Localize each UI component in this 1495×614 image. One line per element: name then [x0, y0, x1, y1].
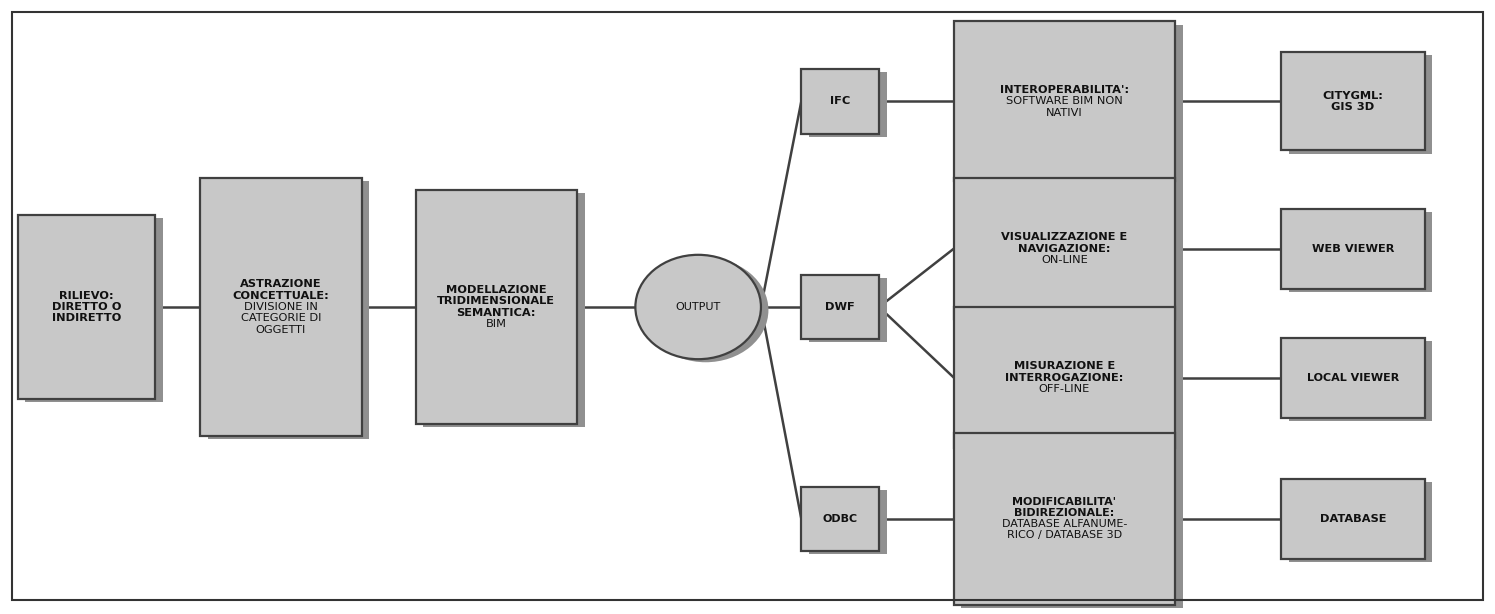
Text: INDIRETTO: INDIRETTO	[52, 313, 121, 324]
Text: SEMANTICA:: SEMANTICA:	[456, 308, 537, 317]
Text: CONCETTUALE:: CONCETTUALE:	[233, 290, 329, 301]
Text: WEB VIEWER: WEB VIEWER	[1311, 244, 1395, 254]
Ellipse shape	[635, 255, 761, 359]
FancyBboxPatch shape	[423, 193, 585, 427]
FancyBboxPatch shape	[954, 178, 1175, 319]
Text: CITYGML:: CITYGML:	[1323, 91, 1383, 101]
FancyBboxPatch shape	[208, 181, 369, 439]
FancyBboxPatch shape	[25, 218, 163, 402]
Text: IFC: IFC	[830, 96, 851, 106]
Text: DWF: DWF	[825, 302, 855, 312]
Text: DATABASE: DATABASE	[1320, 514, 1386, 524]
FancyBboxPatch shape	[1289, 55, 1432, 154]
FancyBboxPatch shape	[200, 178, 362, 436]
FancyBboxPatch shape	[1281, 209, 1425, 289]
Text: RICO / DATABASE 3D: RICO / DATABASE 3D	[1006, 530, 1123, 540]
Text: TRIDIMENSIONALE: TRIDIMENSIONALE	[438, 297, 555, 306]
Text: VISUALIZZAZIONE E: VISUALIZZAZIONE E	[1002, 232, 1127, 243]
Text: ON-LINE: ON-LINE	[1041, 255, 1088, 265]
FancyBboxPatch shape	[809, 72, 887, 137]
Text: BIM: BIM	[486, 319, 507, 329]
FancyBboxPatch shape	[801, 486, 879, 551]
Text: NATIVI: NATIVI	[1046, 107, 1082, 118]
FancyBboxPatch shape	[961, 310, 1183, 451]
FancyBboxPatch shape	[1289, 482, 1432, 562]
FancyBboxPatch shape	[416, 190, 577, 424]
Text: NAVIGAZIONE:: NAVIGAZIONE:	[1018, 244, 1111, 254]
Text: INTEROPERABILITA':: INTEROPERABILITA':	[1000, 85, 1129, 95]
Text: OFF-LINE: OFF-LINE	[1039, 384, 1090, 394]
FancyBboxPatch shape	[809, 490, 887, 554]
Text: LOCAL VIEWER: LOCAL VIEWER	[1307, 373, 1399, 383]
Text: CATEGORIE DI: CATEGORIE DI	[241, 313, 321, 324]
FancyBboxPatch shape	[1281, 52, 1425, 150]
Text: BIDIREZIONALE:: BIDIREZIONALE:	[1014, 508, 1115, 518]
FancyBboxPatch shape	[1289, 212, 1432, 292]
FancyBboxPatch shape	[1281, 338, 1425, 418]
FancyBboxPatch shape	[954, 433, 1175, 605]
Text: MISURAZIONE E: MISURAZIONE E	[1014, 361, 1115, 371]
FancyBboxPatch shape	[1289, 341, 1432, 421]
FancyBboxPatch shape	[954, 307, 1175, 448]
FancyBboxPatch shape	[961, 436, 1183, 608]
Text: MODELLAZIONE: MODELLAZIONE	[446, 285, 547, 295]
FancyBboxPatch shape	[801, 69, 879, 134]
Text: DIVISIONE IN: DIVISIONE IN	[244, 302, 318, 312]
Text: ASTRAZIONE: ASTRAZIONE	[241, 279, 321, 289]
FancyBboxPatch shape	[1281, 479, 1425, 559]
Text: OGGETTI: OGGETTI	[256, 325, 306, 335]
Text: MODIFICABILITA': MODIFICABILITA'	[1012, 497, 1117, 507]
FancyBboxPatch shape	[801, 274, 879, 339]
Text: DATABASE ALFANUME-: DATABASE ALFANUME-	[1002, 519, 1127, 529]
FancyBboxPatch shape	[809, 278, 887, 343]
Text: DIRETTO O: DIRETTO O	[52, 302, 121, 312]
Text: OUTPUT: OUTPUT	[676, 302, 721, 312]
Text: ODBC: ODBC	[822, 514, 858, 524]
Text: SOFTWARE BIM NON: SOFTWARE BIM NON	[1006, 96, 1123, 106]
FancyBboxPatch shape	[18, 215, 155, 399]
Ellipse shape	[643, 258, 768, 362]
FancyBboxPatch shape	[961, 181, 1183, 322]
Text: GIS 3D: GIS 3D	[1332, 102, 1374, 112]
FancyBboxPatch shape	[954, 21, 1175, 181]
Text: INTERROGAZIONE:: INTERROGAZIONE:	[1005, 373, 1124, 383]
FancyBboxPatch shape	[961, 25, 1183, 184]
Text: RILIEVO:: RILIEVO:	[60, 290, 114, 301]
